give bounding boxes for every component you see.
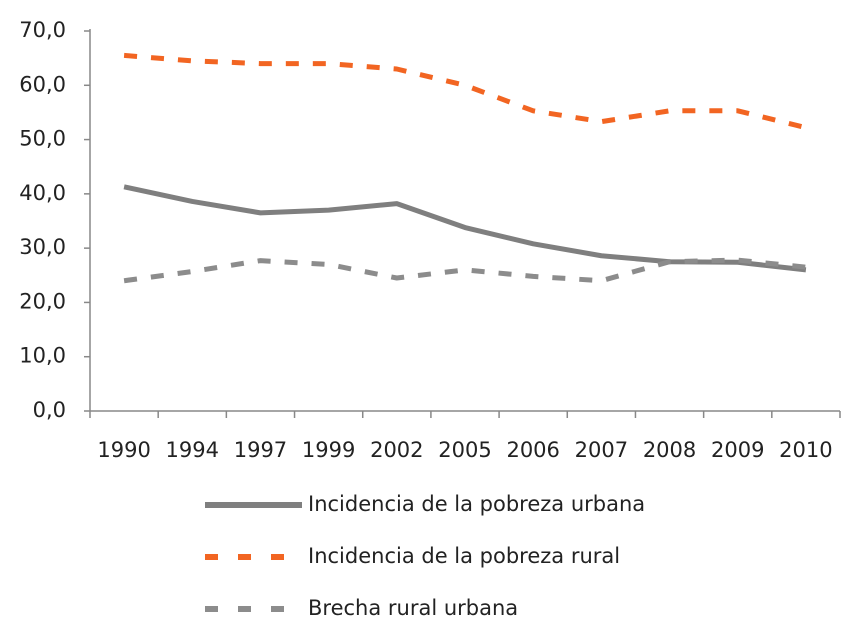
series-line bbox=[123, 257, 807, 284]
y-tick-label: 60,0 bbox=[19, 72, 66, 96]
y-tick-label: 30,0 bbox=[19, 235, 66, 259]
y-tick-label: 0,0 bbox=[33, 398, 66, 422]
y-tick-label: 40,0 bbox=[19, 181, 66, 205]
y-tick-label: 10,0 bbox=[19, 344, 66, 368]
y-tick-label: 50,0 bbox=[19, 127, 66, 151]
x-tick-label: 1990 bbox=[97, 438, 150, 462]
y-tick-label: 20,0 bbox=[19, 289, 66, 313]
x-tick-label: 2005 bbox=[438, 438, 491, 462]
x-tick-label: 2009 bbox=[711, 438, 764, 462]
x-tick-label: 2006 bbox=[506, 438, 559, 462]
x-tick-label: 2007 bbox=[575, 438, 628, 462]
x-tick-label: 2008 bbox=[643, 438, 696, 462]
legend-label: Incidencia de la pobreza rural bbox=[308, 544, 620, 568]
x-tick-label: 2002 bbox=[370, 438, 423, 462]
y-tick-label: 70,0 bbox=[19, 18, 66, 42]
series-line bbox=[123, 184, 807, 273]
x-tick-label: 1997 bbox=[234, 438, 287, 462]
x-tick-label: 2010 bbox=[779, 438, 832, 462]
x-tick-label: 1999 bbox=[302, 438, 355, 462]
legend-label: Brecha rural urbana bbox=[308, 596, 518, 617]
legend-label: Incidencia de la pobreza urbana bbox=[308, 492, 645, 516]
x-tick-label: 1994 bbox=[166, 438, 219, 462]
series-line bbox=[123, 52, 807, 131]
